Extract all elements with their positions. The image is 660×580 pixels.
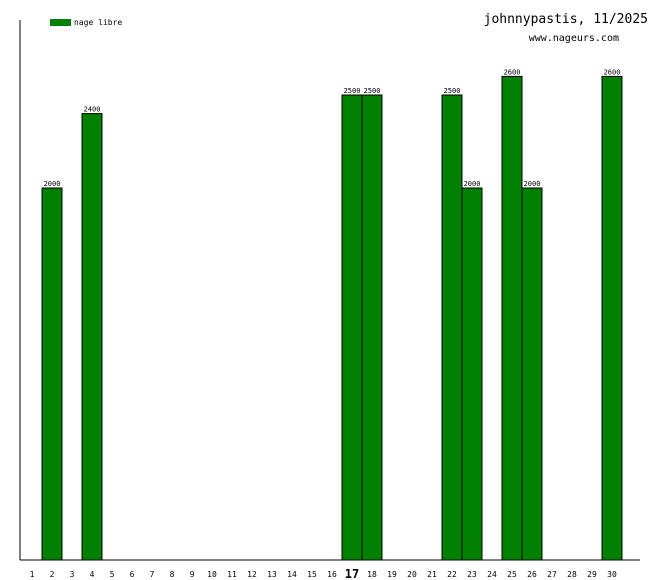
bar-day-18 (361, 94, 383, 561)
bar-value-label-4: 2400 (84, 106, 101, 114)
bar-day-2 (41, 187, 63, 561)
x-tick-label-19: 19 (387, 570, 397, 579)
bar-day-30 (601, 75, 623, 561)
x-tick-label-18: 18 (367, 570, 377, 579)
x-tick-label-21: 21 (427, 570, 437, 579)
chart-title: johnnypastis, 11/2025 (484, 12, 648, 27)
x-tick-label-27: 27 (547, 570, 557, 579)
x-tick-label-5: 5 (110, 570, 115, 579)
x-tick-label-1: 1 (30, 570, 35, 579)
bar-value-label-25: 2600 (504, 68, 521, 76)
x-tick-label-23: 23 (467, 570, 477, 579)
bar-value-label-26: 2000 (524, 180, 541, 188)
bar-value-label-2: 2000 (44, 180, 61, 188)
bars-group (41, 75, 623, 561)
x-tick-label-15: 15 (307, 570, 317, 579)
x-tick-label-14: 14 (287, 570, 297, 579)
x-tick-label-30: 30 (607, 570, 617, 579)
bar-day-22 (441, 94, 463, 561)
x-tick-label-25: 25 (507, 570, 517, 579)
x-tick-label-17: 17 (345, 567, 359, 580)
x-tick-label-16: 16 (327, 570, 337, 579)
bar-value-label-17: 2500 (344, 87, 361, 95)
x-tick-label-28: 28 (567, 570, 577, 579)
x-tick-label-7: 7 (150, 570, 155, 579)
site-label: www.nageurs.com (529, 33, 619, 44)
x-tick-label-8: 8 (170, 570, 175, 579)
bar-day-23 (461, 187, 483, 561)
x-tick-label-22: 22 (447, 570, 457, 579)
bar-value-label-18: 2500 (364, 87, 381, 95)
bar-day-4 (81, 113, 103, 561)
bar-day-26 (521, 187, 543, 561)
legend-label: nage libre (74, 18, 122, 27)
x-tick-label-4: 4 (90, 570, 95, 579)
x-tick-label-12: 12 (247, 570, 257, 579)
x-tick-label-13: 13 (267, 570, 277, 579)
x-tick-label-29: 29 (587, 570, 597, 579)
x-tick-label-20: 20 (407, 570, 417, 579)
x-tick-label-2: 2 (50, 570, 55, 579)
x-tick-label-11: 11 (227, 570, 237, 579)
legend-swatch (50, 19, 71, 26)
x-tick-label-6: 6 (130, 570, 135, 579)
bar-day-17 (341, 94, 363, 561)
x-tick-label-3: 3 (70, 570, 75, 579)
x-tick-label-9: 9 (190, 570, 195, 579)
x-tick-label-24: 24 (487, 570, 497, 579)
x-tick-label-10: 10 (207, 570, 217, 579)
bar-day-25 (501, 75, 523, 561)
x-tick-labels-group: 1 2 3 4 5 6 7 8 9 10 11 12 13 14 15 16 17 18 19 20 21 22 23 24 2… (30, 567, 617, 580)
x-tick-label-26: 26 (527, 570, 537, 579)
bar-value-label-22: 2500 (444, 87, 461, 95)
bar-value-label-30: 2600 (604, 68, 621, 76)
bar-value-label-23: 2000 (464, 180, 481, 188)
